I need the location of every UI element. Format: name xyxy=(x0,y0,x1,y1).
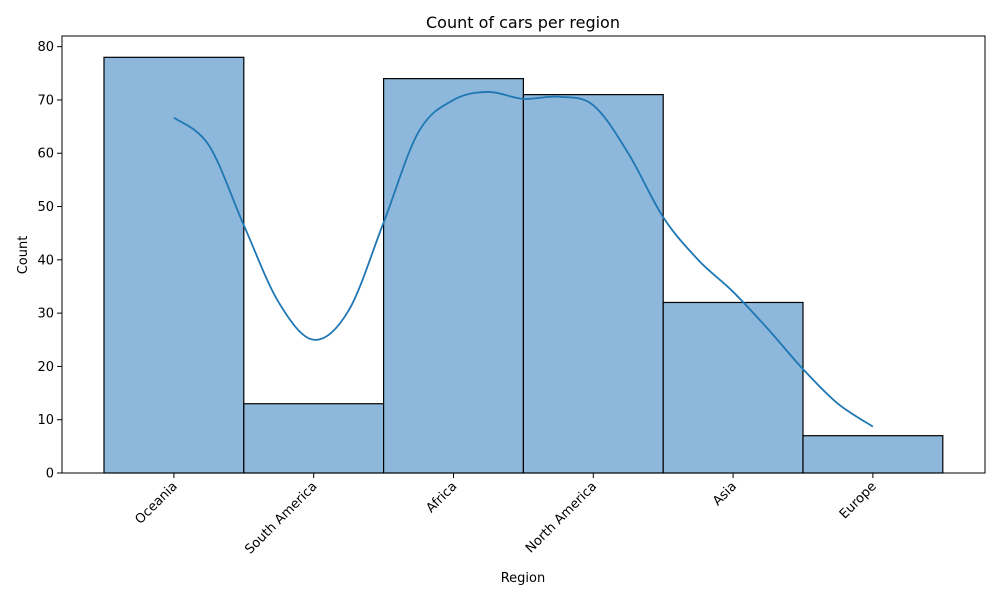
bar-south-america xyxy=(243,403,385,474)
x-tick-label: South America xyxy=(242,479,320,557)
y-tick-label: 20 xyxy=(37,360,54,375)
x-axis: Oceania South America Africa North America A… xyxy=(133,473,880,557)
x-tick-label: Oceania xyxy=(133,479,181,527)
x-tick-label: Africa xyxy=(424,479,461,516)
bar-north-america xyxy=(522,94,664,474)
kde-line xyxy=(173,91,874,428)
bar-africa xyxy=(383,78,525,474)
y-tick-label: 0 xyxy=(46,467,54,482)
y-tick-label: 10 xyxy=(37,413,54,428)
y-axis: 0 10 20 30 40 50 60 70 80 xyxy=(37,40,62,482)
x-tick-label: Asia xyxy=(710,479,740,509)
y-tick-label: 50 xyxy=(37,200,54,215)
plot-frame xyxy=(61,35,986,474)
y-tick-label: 80 xyxy=(37,40,54,55)
bar-asia xyxy=(662,301,804,474)
bar-oceania xyxy=(103,56,245,474)
x-axis-label: Region xyxy=(501,571,546,586)
x-tick-label: Europe xyxy=(837,479,880,522)
y-tick-label: 60 xyxy=(37,147,54,162)
bar-europe xyxy=(802,435,944,474)
y-tick-label: 70 xyxy=(37,93,54,108)
y-tick-label: 30 xyxy=(37,307,54,322)
chart-title: Count of cars per region xyxy=(426,13,620,32)
y-axis-label: Count xyxy=(16,236,31,275)
bars-layer xyxy=(103,56,944,474)
x-tick-label: North America xyxy=(523,479,600,556)
kde-layer xyxy=(173,91,874,428)
y-tick-label: 40 xyxy=(37,253,54,268)
